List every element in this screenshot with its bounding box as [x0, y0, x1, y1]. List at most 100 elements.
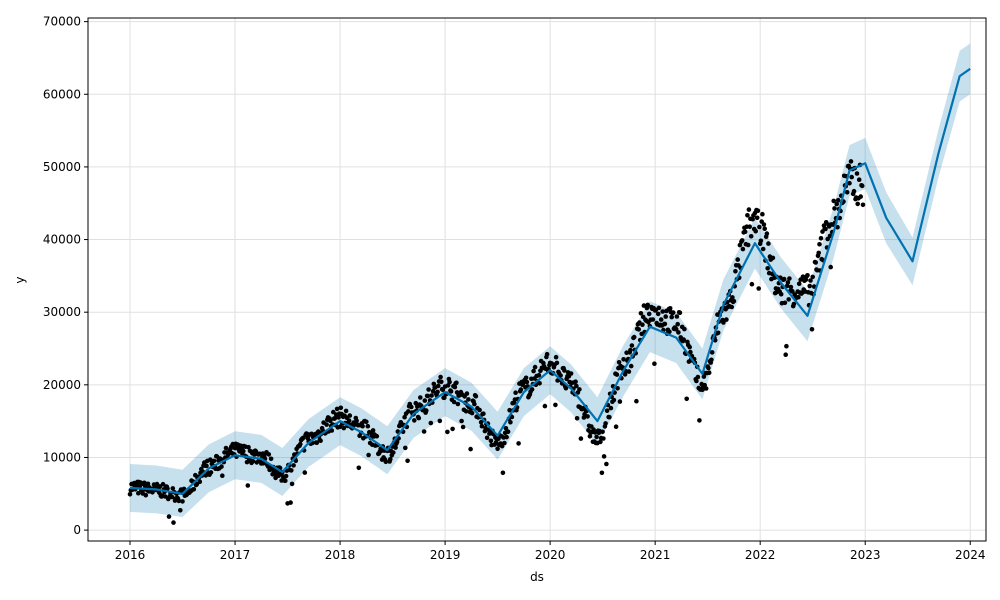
observed-point	[791, 301, 797, 307]
observed-point	[428, 420, 434, 426]
observed-point	[145, 481, 151, 487]
observed-point	[783, 352, 788, 358]
observed-point	[554, 360, 560, 366]
observed-point	[460, 424, 466, 430]
observed-point	[628, 347, 633, 353]
observed-point	[477, 407, 482, 413]
observed-point	[436, 383, 441, 389]
y-tick-label: 50000	[43, 160, 81, 174]
observed-point	[781, 276, 787, 282]
observed-point	[220, 473, 225, 479]
observed-point	[544, 351, 550, 357]
observed-point	[709, 350, 715, 355]
observed-point	[523, 375, 529, 381]
observed-point	[706, 370, 712, 376]
observed-point	[805, 273, 810, 278]
observed-point	[459, 418, 464, 424]
observed-point	[364, 419, 369, 425]
observed-point	[370, 428, 376, 433]
observed-point	[426, 387, 431, 392]
observed-point	[429, 393, 434, 398]
observed-point	[563, 385, 569, 391]
plot-frame	[87, 17, 987, 542]
observed-point	[374, 433, 380, 439]
observed-point	[695, 374, 701, 380]
observed-point	[851, 188, 857, 194]
observed-point	[507, 407, 512, 413]
observed-point	[615, 386, 620, 391]
observed-point	[542, 403, 548, 409]
observed-point	[500, 470, 506, 476]
observed-point	[703, 386, 709, 391]
observed-point	[670, 310, 676, 315]
observed-point	[495, 446, 500, 452]
observed-point	[631, 334, 637, 340]
observed-point	[828, 264, 833, 270]
observed-point	[356, 465, 362, 471]
observed-point	[721, 320, 726, 325]
observed-point	[809, 327, 815, 332]
observed-point	[568, 371, 574, 376]
observed-point	[283, 478, 288, 484]
observed-point	[447, 379, 452, 385]
observed-point	[770, 255, 776, 261]
observed-point	[562, 368, 567, 373]
x-axis-label: ds	[530, 570, 544, 584]
observed-point	[787, 276, 792, 281]
observed-point	[667, 306, 673, 311]
observed-point	[709, 357, 714, 363]
observed-point	[176, 498, 182, 504]
observed-point	[640, 322, 645, 328]
observed-point	[403, 445, 408, 451]
observed-point	[343, 408, 349, 414]
observed-point	[268, 456, 274, 462]
observed-point	[165, 486, 170, 491]
y-tick-label: 0	[73, 523, 81, 537]
observed-point	[464, 391, 470, 396]
observed-point	[760, 246, 766, 252]
observed-point	[782, 300, 788, 306]
observed-point	[762, 226, 767, 232]
observed-point	[289, 468, 294, 473]
observed-point	[332, 416, 338, 421]
observed-point	[346, 418, 352, 423]
observed-point	[733, 269, 738, 274]
observed-point	[289, 481, 295, 487]
observed-point	[778, 291, 784, 297]
observed-point	[662, 321, 668, 327]
x-tick-label: 2017	[220, 548, 251, 562]
observed-point	[835, 197, 841, 203]
observed-point	[574, 383, 579, 389]
observed-point	[504, 434, 509, 440]
observed-point	[650, 317, 656, 322]
observed-point	[813, 260, 818, 265]
observed-point	[673, 326, 679, 332]
observed-point	[394, 439, 400, 445]
observed-point	[621, 357, 626, 362]
observed-point	[646, 311, 652, 317]
observed-point	[604, 408, 610, 414]
observed-point	[731, 298, 737, 304]
observed-point	[599, 470, 605, 476]
observed-point	[754, 215, 760, 221]
observed-point	[425, 393, 431, 399]
observed-point	[750, 216, 755, 222]
observed-point	[701, 374, 707, 379]
observed-point	[150, 490, 155, 495]
observed-point	[747, 224, 752, 229]
x-tick-label: 2021	[640, 548, 671, 562]
observed-point	[669, 314, 674, 320]
y-tick-label: 20000	[43, 378, 81, 392]
observed-point	[697, 418, 702, 423]
observed-point	[628, 363, 634, 369]
observed-point	[574, 416, 580, 421]
observed-point	[180, 499, 185, 504]
observed-point	[283, 473, 289, 479]
observed-point	[784, 343, 789, 349]
y-tick-label: 60000	[43, 87, 81, 101]
observed-point	[288, 500, 293, 505]
observed-point	[859, 183, 865, 189]
observed-point	[854, 171, 860, 176]
observed-point	[807, 283, 812, 289]
observed-point	[266, 452, 272, 457]
